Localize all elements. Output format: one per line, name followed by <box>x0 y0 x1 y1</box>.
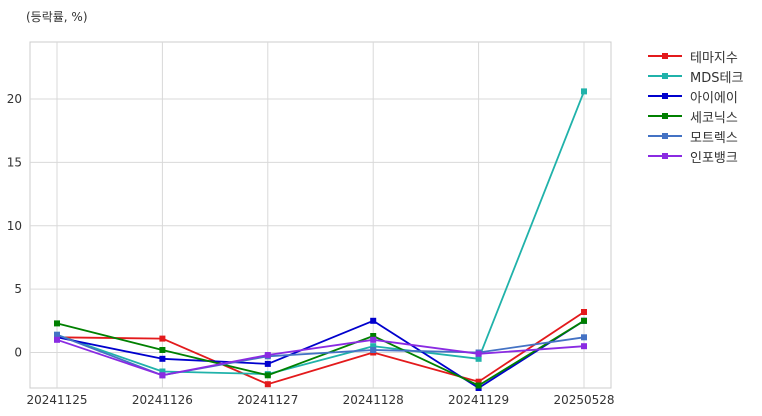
series-2-point-3 <box>370 317 377 324</box>
series-0-point-1 <box>159 335 166 342</box>
legend-swatch-5 <box>648 149 682 163</box>
series-3-point-3 <box>370 333 377 339</box>
series-0-point-5 <box>581 309 587 315</box>
series-2-point-2 <box>264 360 271 367</box>
series-2-point-1 <box>159 355 166 362</box>
series-3-point-2 <box>264 372 271 379</box>
series-5-point-2 <box>264 352 271 358</box>
y-tick-label-2: 10 <box>7 219 22 233</box>
series-5-point-0 <box>54 336 60 343</box>
x-tick-label-5: 20250528 <box>553 393 614 407</box>
legend-marker-4 <box>662 133 668 139</box>
x-tick-label-4: 20241129 <box>448 393 509 407</box>
series-0-point-2 <box>264 381 271 388</box>
y-tick-label-3: 15 <box>7 155 22 169</box>
series-1-point-1 <box>159 368 166 375</box>
series-5-point-4 <box>475 350 482 357</box>
legend-marker-0 <box>662 53 668 59</box>
legend-swatch-3 <box>648 109 682 123</box>
x-tick-label-1: 20241126 <box>132 393 193 407</box>
legend-swatch-1 <box>648 69 682 83</box>
legend-item-5: 인포뱅크 <box>648 146 743 166</box>
legend-item-1: MDS테크 <box>648 66 743 86</box>
x-tick-label-2: 20241127 <box>237 393 298 407</box>
series-4-point-3 <box>370 347 377 353</box>
legend-label-1: MDS테크 <box>690 70 744 86</box>
legend-swatch-4 <box>648 129 682 143</box>
series-line-2 <box>56 319 585 389</box>
x-tick-label-0: 20241125 <box>26 393 87 407</box>
y-tick-label-1: 5 <box>14 282 22 296</box>
y-tick-label-0: 0 <box>14 346 22 360</box>
series-5-point-3 <box>370 336 377 343</box>
series-3-point-0 <box>54 320 60 327</box>
series-5-point-1 <box>159 372 166 379</box>
series-line-1 <box>56 91 585 376</box>
series-3-point-4 <box>475 382 482 389</box>
unit-note: (등락률, %) <box>26 10 88 24</box>
series-0-point-4 <box>475 378 482 385</box>
plot-area <box>29 41 612 389</box>
series-4-point-5 <box>581 334 587 341</box>
legend-marker-1 <box>662 73 668 79</box>
series-5-point-5 <box>581 343 587 350</box>
series-line-0 <box>56 311 585 386</box>
series-3-point-1 <box>159 347 166 353</box>
legend-item-2: 아이에이 <box>648 86 743 106</box>
legend-label-0: 테마지수 <box>690 50 738 66</box>
y-tick-label-4: 20 <box>7 92 22 106</box>
x-tick-label-3: 20241128 <box>343 393 404 407</box>
series-4-point-0 <box>54 331 60 338</box>
legend-label-2: 아이에이 <box>690 90 738 106</box>
series-1-point-4 <box>475 355 482 362</box>
legend-label-5: 인포뱅크 <box>690 150 738 166</box>
series-3-point-5 <box>581 317 587 324</box>
legend-item-3: 세코닉스 <box>648 106 743 126</box>
legend-marker-5 <box>662 153 668 159</box>
series-1-point-3 <box>370 343 377 350</box>
legend-swatch-0 <box>648 49 682 63</box>
series-line-5 <box>56 338 585 377</box>
legend-label-3: 세코닉스 <box>690 110 738 126</box>
legend-label-4: 모트렉스 <box>690 130 738 146</box>
legend-item-4: 모트렉스 <box>648 126 743 146</box>
legend-swatch-2 <box>648 89 682 103</box>
legend-marker-2 <box>662 93 668 99</box>
legend-item-0: 테마지수 <box>648 46 743 66</box>
series-1-point-5 <box>581 88 587 95</box>
series-line-3 <box>56 320 585 387</box>
legend-marker-3 <box>662 113 668 119</box>
